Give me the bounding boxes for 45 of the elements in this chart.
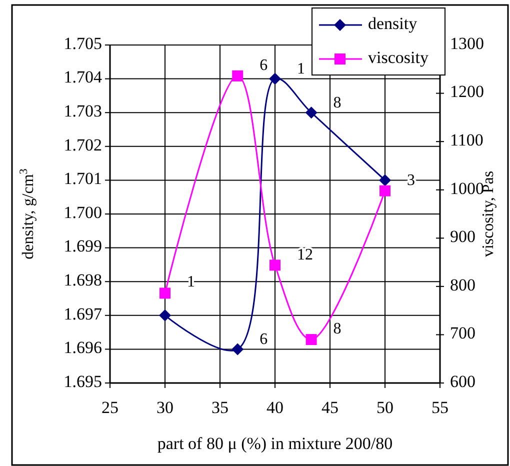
x-tick-label: 40	[266, 398, 284, 417]
y-tick-label: 1.697	[64, 304, 102, 324]
annotation: 8	[333, 320, 342, 338]
y-tick-label: 1.695	[64, 372, 102, 391]
legend-label: viscosity	[368, 48, 429, 67]
y2-tick-label: 900	[450, 227, 476, 246]
point	[269, 72, 281, 85]
y-tick-label: 1.701	[64, 169, 102, 188]
annotation: 8	[333, 94, 342, 112]
annotation: 6	[260, 330, 268, 348]
y2-tick-label: 1200	[450, 82, 484, 102]
annotation: 6	[260, 57, 268, 74]
point	[379, 174, 391, 186]
y-tick-label: 1.696	[64, 338, 102, 358]
x-tick-label: 45	[322, 398, 338, 417]
y-tick-label: 1.702	[64, 135, 102, 154]
y-tick-label: 1.704	[64, 68, 102, 87]
point	[159, 309, 171, 322]
x-tick-label: 55	[432, 398, 448, 417]
y2-tick-label: 800	[450, 275, 476, 294]
y2-tick-label: 600	[450, 372, 476, 391]
y2-tick-label: 1100	[450, 130, 484, 150]
y2-tick-label: 1300	[450, 34, 484, 53]
point	[270, 260, 280, 271]
point	[160, 288, 170, 299]
y-tick-label: 1.703	[64, 102, 102, 121]
x-tick-label: 25	[102, 398, 118, 417]
y-tick-label: 1.698	[64, 270, 102, 290]
point	[232, 343, 244, 356]
annotation: 1	[297, 60, 305, 78]
x-tick-label: 35	[212, 398, 228, 417]
legend-label: density	[368, 14, 418, 33]
y2-tick-label: 1000	[450, 178, 484, 198]
annotation: 12	[297, 246, 313, 264]
point	[305, 106, 318, 119]
y-tick-label: 1.705	[64, 34, 102, 53]
x-axis-title: part of 80 μ (%) in mixture 200/80	[157, 434, 393, 453]
x-tick-label: 50	[376, 398, 394, 417]
y2-tick-label: 700	[450, 324, 476, 343]
y-tick-label: 1.700	[64, 202, 102, 222]
point	[380, 185, 390, 196]
x-tick-label: 30	[156, 398, 174, 417]
y-tick-label: 1.699	[64, 236, 102, 256]
point	[306, 334, 317, 346]
point	[232, 70, 244, 82]
